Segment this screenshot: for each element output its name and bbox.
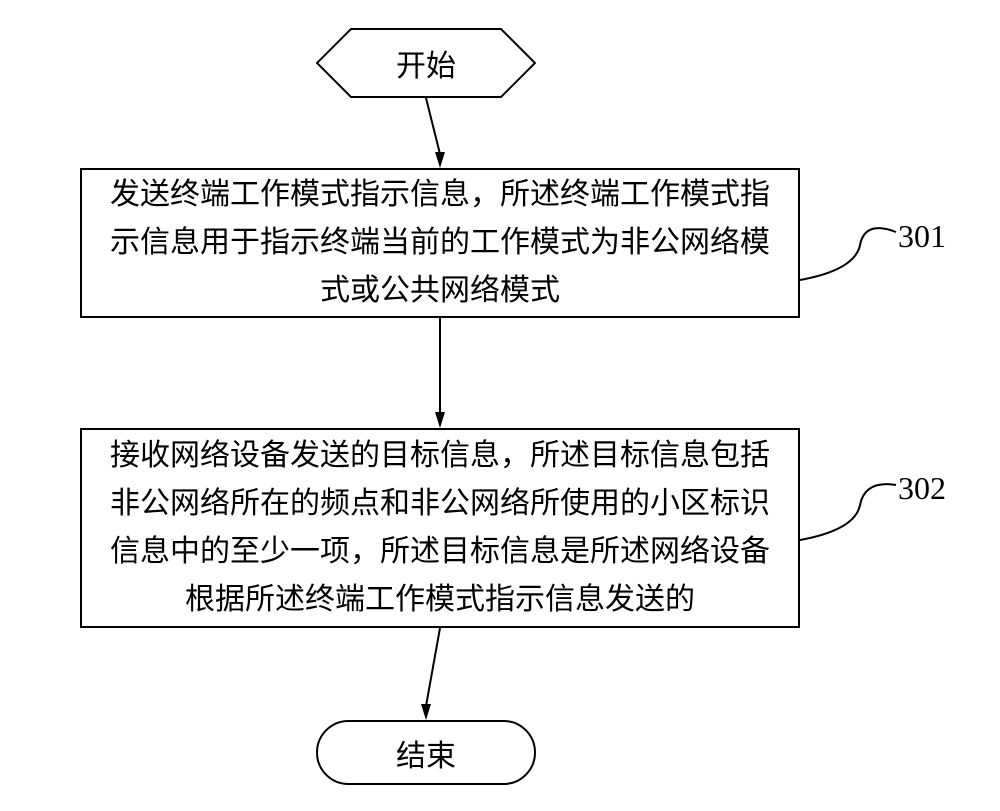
process-step-2: 接收网络设备发送的目标信息，所述目标信息包括非公网络所在的频点和非公网络所使用的…: [80, 428, 800, 628]
ref-label-301: 301: [898, 218, 946, 255]
connectors-overlay: [0, 0, 1000, 811]
ref-label-302: 302: [898, 470, 946, 507]
start-node: 开始: [316, 28, 536, 98]
flowchart-canvas: 开始 发送终端工作模式指示信息，所述终端工作模式指示信息用于指示终端当前的工作模…: [0, 0, 1000, 811]
start-label: 开始: [396, 41, 456, 85]
process-step-2-text: 接收网络设备发送的目标信息，所述目标信息包括非公网络所在的频点和非公网络所使用的…: [102, 432, 778, 624]
end-label: 结束: [396, 731, 456, 775]
process-step-1-text: 发送终端工作模式指示信息，所述终端工作模式指示信息用于指示终端当前的工作模式为非…: [102, 171, 778, 315]
process-step-1: 发送终端工作模式指示信息，所述终端工作模式指示信息用于指示终端当前的工作模式为非…: [80, 168, 800, 318]
end-node: 结束: [316, 720, 536, 785]
